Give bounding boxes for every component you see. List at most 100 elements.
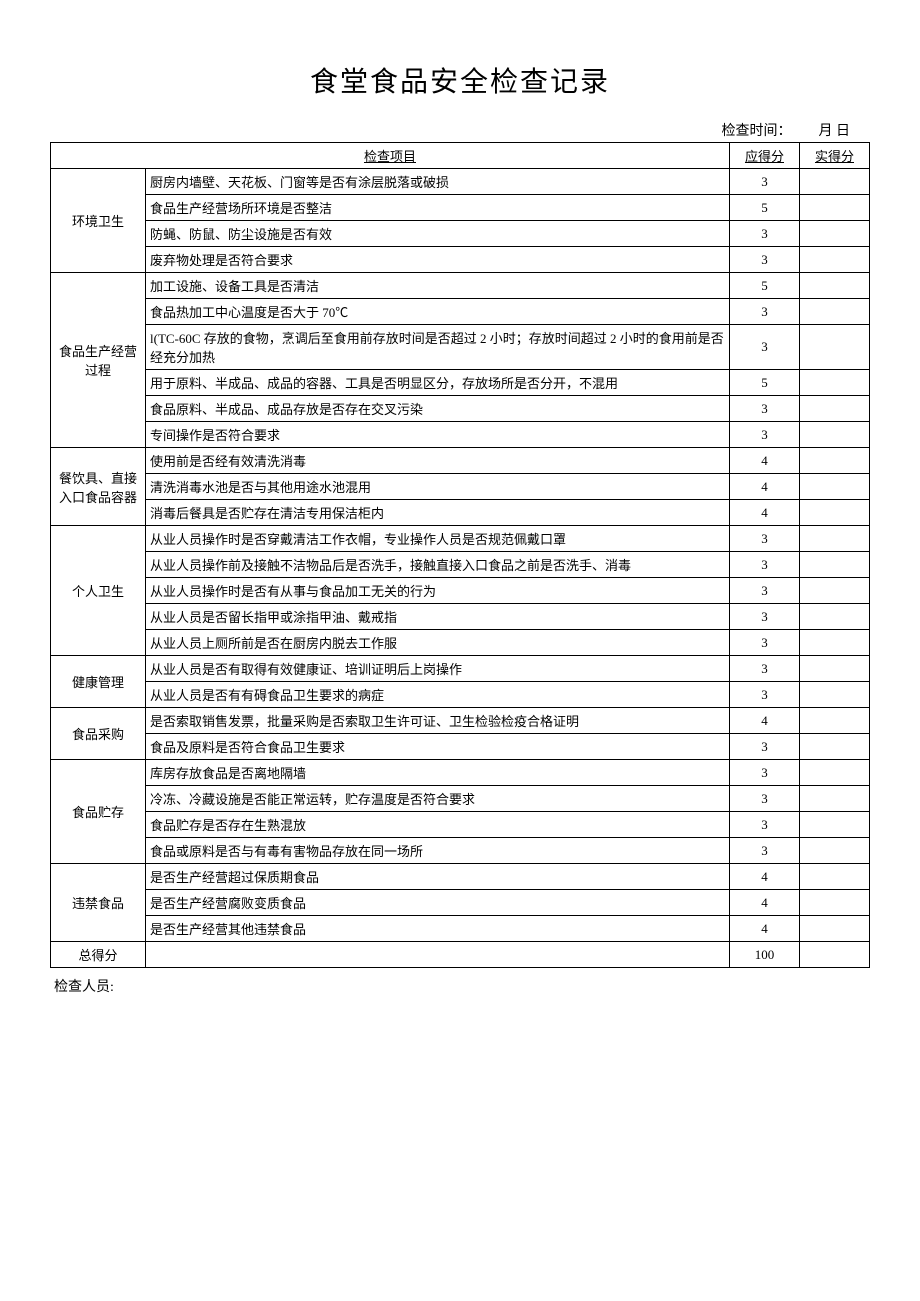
- table-row: 违禁食品是否生产经营超过保质期食品4: [51, 864, 870, 890]
- score-cell: 4: [730, 448, 800, 474]
- actual-cell[interactable]: [800, 604, 870, 630]
- actual-cell[interactable]: [800, 325, 870, 370]
- meta-day: 日: [836, 124, 850, 139]
- score-cell: 5: [730, 195, 800, 221]
- item-cell: 厨房内墙壁、天花板、门窗等是否有涂层脱落或破损: [146, 169, 730, 195]
- item-cell: l(TC-60C 存放的食物，烹调后至食用前存放时间是否超过 2 小时；存放时间…: [146, 325, 730, 370]
- item-cell: 是否生产经营其他违禁食品: [146, 916, 730, 942]
- actual-cell[interactable]: [800, 526, 870, 552]
- item-cell: 从业人员操作前及接触不洁物品后是否洗手，接触直接入口食品之前是否洗手、消毒: [146, 552, 730, 578]
- table-row: 食品或原料是否与有毒有害物品存放在同一场所3: [51, 838, 870, 864]
- score-cell: 3: [730, 299, 800, 325]
- score-cell: 3: [730, 325, 800, 370]
- actual-cell[interactable]: [800, 474, 870, 500]
- score-cell: 5: [730, 273, 800, 299]
- score-cell: 3: [730, 786, 800, 812]
- category-cell: 餐饮具、直接入口食品容器: [51, 448, 146, 526]
- actual-cell[interactable]: [800, 734, 870, 760]
- score-cell: 3: [730, 812, 800, 838]
- score-cell: 3: [730, 656, 800, 682]
- table-body: 环境卫生厨房内墙壁、天花板、门窗等是否有涂层脱落或破损3食品生产经营场所环境是否…: [51, 169, 870, 968]
- category-cell: 食品采购: [51, 708, 146, 760]
- item-cell: 防蝇、防鼠、防尘设施是否有效: [146, 221, 730, 247]
- score-cell: 3: [730, 578, 800, 604]
- table-row: 是否生产经营腐败变质食品4: [51, 890, 870, 916]
- item-cell: 从业人员是否留长指甲或涂指甲油、戴戒指: [146, 604, 730, 630]
- actual-cell[interactable]: [800, 221, 870, 247]
- score-cell: 4: [730, 708, 800, 734]
- item-cell: 废弃物处理是否符合要求: [146, 247, 730, 273]
- table-row: 从业人员是否留长指甲或涂指甲油、戴戒指3: [51, 604, 870, 630]
- actual-cell[interactable]: [800, 500, 870, 526]
- item-cell: 从业人员操作时是否穿戴清洁工作衣帽，专业操作人员是否规范佩戴口罩: [146, 526, 730, 552]
- item-cell: 加工设施、设备工具是否清洁: [146, 273, 730, 299]
- actual-cell[interactable]: [800, 786, 870, 812]
- item-cell: 从业人员上厕所前是否在厨房内脱去工作服: [146, 630, 730, 656]
- actual-cell[interactable]: [800, 890, 870, 916]
- category-cell: 食品生产经营过程: [51, 273, 146, 448]
- table-row: 食品生产经营过程加工设施、设备工具是否清洁5: [51, 273, 870, 299]
- table-row: 食品采购是否索取销售发票，批量采购是否索取卫生许可证、卫生检验检疫合格证明4: [51, 708, 870, 734]
- actual-cell[interactable]: [800, 760, 870, 786]
- score-cell: 5: [730, 370, 800, 396]
- actual-cell[interactable]: [800, 370, 870, 396]
- actual-cell[interactable]: [800, 708, 870, 734]
- table-row: 食品热加工中心温度是否大于 70℃3: [51, 299, 870, 325]
- actual-cell[interactable]: [800, 247, 870, 273]
- item-cell: 清洗消毒水池是否与其他用途水池混用: [146, 474, 730, 500]
- item-cell: 是否索取销售发票，批量采购是否索取卫生许可证、卫生检验检疫合格证明: [146, 708, 730, 734]
- score-cell: 3: [730, 734, 800, 760]
- score-cell: 3: [730, 604, 800, 630]
- actual-cell[interactable]: [800, 299, 870, 325]
- actual-cell[interactable]: [800, 838, 870, 864]
- table-row: 废弃物处理是否符合要求3: [51, 247, 870, 273]
- actual-cell[interactable]: [800, 195, 870, 221]
- actual-cell[interactable]: [800, 656, 870, 682]
- score-cell: 3: [730, 169, 800, 195]
- table-row: 从业人员操作时是否有从事与食品加工无关的行为3: [51, 578, 870, 604]
- actual-cell[interactable]: [800, 916, 870, 942]
- score-cell: 4: [730, 916, 800, 942]
- actual-cell[interactable]: [800, 169, 870, 195]
- score-cell: 3: [730, 247, 800, 273]
- actual-cell[interactable]: [800, 682, 870, 708]
- item-cell: 食品及原料是否符合食品卫生要求: [146, 734, 730, 760]
- actual-cell[interactable]: [800, 273, 870, 299]
- actual-cell[interactable]: [800, 864, 870, 890]
- actual-cell[interactable]: [800, 578, 870, 604]
- score-cell: 3: [730, 526, 800, 552]
- score-cell: 3: [730, 396, 800, 422]
- item-cell: 使用前是否经有效清洗消毒: [146, 448, 730, 474]
- item-cell: 食品生产经营场所环境是否整洁: [146, 195, 730, 221]
- score-cell: 3: [730, 221, 800, 247]
- item-cell: 冷冻、冷藏设施是否能正常运转，贮存温度是否符合要求: [146, 786, 730, 812]
- table-row: 食品生产经营场所环境是否整洁5: [51, 195, 870, 221]
- category-cell: 环境卫生: [51, 169, 146, 273]
- table-row: 是否生产经营其他违禁食品4: [51, 916, 870, 942]
- actual-cell[interactable]: [800, 812, 870, 838]
- item-cell: 从业人员是否有取得有效健康证、培训证明后上岗操作: [146, 656, 730, 682]
- meta-month: 月: [819, 124, 833, 139]
- page-title: 食堂食品安全检查记录: [50, 60, 870, 100]
- table-row: 清洗消毒水池是否与其他用途水池混用4: [51, 474, 870, 500]
- table-row: 健康管理从业人员是否有取得有效健康证、培训证明后上岗操作3: [51, 656, 870, 682]
- actual-cell[interactable]: [800, 422, 870, 448]
- inspection-time-row: 检查时间： 月 日: [50, 120, 870, 140]
- table-row: 从业人员操作前及接触不洁物品后是否洗手，接触直接入口食品之前是否洗手、消毒3: [51, 552, 870, 578]
- table-row: 冷冻、冷藏设施是否能正常运转，贮存温度是否符合要求3: [51, 786, 870, 812]
- table-row: 个人卫生从业人员操作时是否穿戴清洁工作衣帽，专业操作人员是否规范佩戴口罩3: [51, 526, 870, 552]
- actual-cell[interactable]: [800, 448, 870, 474]
- item-cell: 是否生产经营腐败变质食品: [146, 890, 730, 916]
- inspector-label: 检查人员:: [50, 976, 870, 996]
- score-cell: 3: [730, 760, 800, 786]
- actual-cell[interactable]: [800, 552, 870, 578]
- score-cell: 3: [730, 422, 800, 448]
- score-cell: 4: [730, 864, 800, 890]
- table-row: 消毒后餐具是否贮存在清洁专用保洁柜内4: [51, 500, 870, 526]
- actual-cell[interactable]: [800, 396, 870, 422]
- item-cell: 消毒后餐具是否贮存在清洁专用保洁柜内: [146, 500, 730, 526]
- total-actual[interactable]: [800, 942, 870, 968]
- category-cell: 违禁食品: [51, 864, 146, 942]
- actual-cell[interactable]: [800, 630, 870, 656]
- item-cell: 食品贮存是否存在生熟混放: [146, 812, 730, 838]
